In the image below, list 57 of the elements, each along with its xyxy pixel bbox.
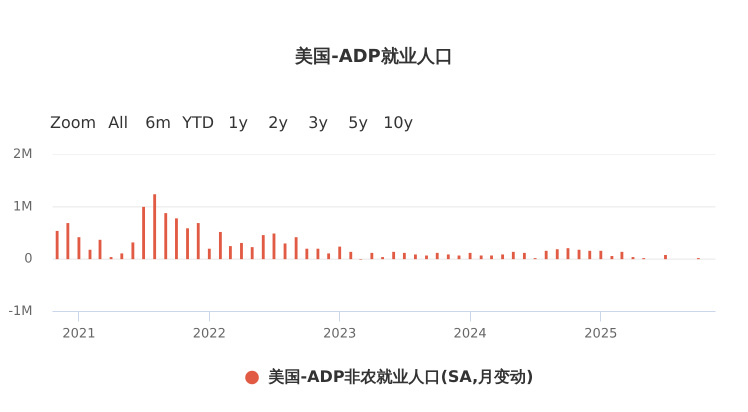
bar [327, 253, 330, 260]
bar [66, 223, 70, 260]
bar [468, 252, 472, 260]
bar [544, 250, 548, 260]
bar [78, 237, 80, 260]
bar [294, 237, 298, 260]
y-tick-label: 1M [13, 199, 33, 214]
bar [56, 230, 59, 260]
bar [228, 246, 232, 260]
bar [501, 254, 504, 260]
x-tick-label: 2023 [323, 326, 356, 342]
bar [240, 242, 243, 260]
bar [316, 248, 320, 260]
bar [610, 256, 614, 260]
bar [186, 228, 189, 260]
text: YTD [181, 112, 216, 134]
bar [175, 218, 178, 260]
bar [218, 232, 222, 260]
bar [272, 234, 276, 260]
text: All [107, 112, 130, 134]
text: 10y [382, 112, 414, 134]
bar [153, 194, 156, 260]
text: 5y [347, 112, 369, 134]
bar [284, 243, 286, 260]
chart-title: 美国-ADP就业人口 [295, 45, 453, 69]
x-tick-label: 2022 [192, 326, 226, 342]
x-tick-label: 2025 [584, 326, 618, 342]
bar [578, 250, 580, 260]
x-tick-label: 2024 [454, 326, 487, 342]
text: 6m [144, 112, 172, 134]
bar [370, 252, 374, 260]
bar [88, 250, 92, 260]
bar [522, 252, 526, 260]
bar [305, 248, 308, 260]
y-tick-label: 2M [13, 147, 33, 162]
text: 1y [227, 112, 249, 134]
bar [566, 248, 570, 260]
text: 2y [267, 112, 289, 134]
bar [98, 240, 102, 260]
x-tick-label: 2021 [62, 326, 96, 342]
text: 3y [307, 112, 329, 134]
bar [142, 206, 146, 260]
bar [392, 252, 396, 260]
y-tick-label: 0 [24, 252, 33, 267]
bar [425, 256, 428, 260]
bar [599, 250, 602, 260]
bar [490, 256, 493, 260]
bar [402, 252, 406, 260]
bar [480, 256, 483, 260]
y-tick-label: -1M [8, 304, 33, 319]
bar [458, 256, 460, 260]
bar [414, 254, 417, 260]
bar [664, 254, 667, 260]
legend-label: 美国-ADP非农就业人口(SA,月变动) [268, 366, 534, 388]
bar [131, 242, 134, 260]
text: Zoom [49, 112, 98, 134]
bar [620, 252, 624, 260]
